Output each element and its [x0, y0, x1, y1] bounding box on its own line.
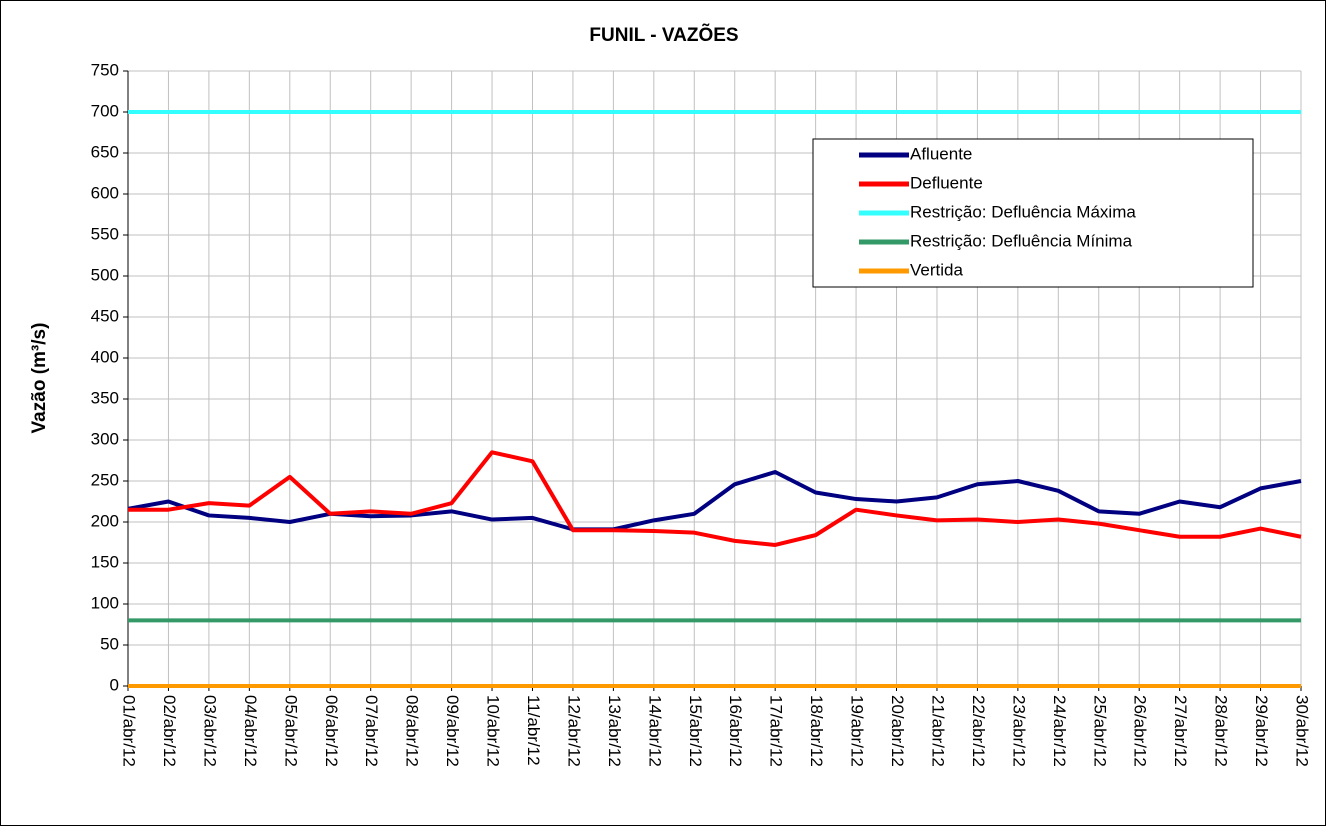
x-tick-label: 12/abr/12: [564, 695, 583, 767]
x-tick-label: 19/abr/12: [848, 695, 867, 767]
y-tick-label: 150: [91, 552, 119, 571]
legend-label: Restrição: Defluência Mínima: [910, 231, 1133, 250]
x-tick-label: 01/abr/12: [120, 695, 139, 767]
y-tick-label: 400: [91, 347, 119, 366]
x-tick-label: 07/abr/12: [362, 695, 381, 767]
x-tick-label: 17/abr/12: [767, 695, 786, 767]
legend-label: Defluente: [910, 173, 983, 192]
x-tick-label: 10/abr/12: [484, 695, 503, 767]
x-tick-label: 08/abr/12: [403, 695, 422, 767]
x-tick-label: 15/abr/12: [686, 695, 705, 767]
legend-label: Restrição: Defluência Máxima: [910, 202, 1136, 221]
y-tick-label: 550: [91, 224, 119, 243]
y-tick-label: 600: [91, 183, 119, 202]
x-tick-label: 09/abr/12: [443, 695, 462, 767]
x-tick-label: 06/abr/12: [322, 695, 341, 767]
y-tick-label: 0: [110, 675, 119, 694]
x-tick-label: 16/abr/12: [726, 695, 745, 767]
y-tick-label: 700: [91, 101, 119, 120]
x-tick-label: 28/abr/12: [1212, 695, 1231, 767]
series-line: [128, 450, 1302, 547]
y-tick-label: 750: [91, 60, 119, 79]
x-tick-label: 26/abr/12: [1131, 695, 1150, 767]
y-axis-label: Vazão (m³/s): [29, 323, 50, 434]
y-tick-label: 100: [91, 593, 119, 612]
x-tick-label: 04/abr/12: [241, 695, 260, 767]
x-tick-label: 27/abr/12: [1171, 695, 1190, 767]
legend-label: Vertida: [910, 260, 963, 279]
x-tick-label: 29/abr/12: [1252, 695, 1271, 767]
x-tick-label: 30/abr/12: [1293, 695, 1312, 767]
series-line: [127, 469, 1302, 532]
y-tick-label: 450: [91, 306, 119, 325]
x-tick-label: 18/abr/12: [807, 695, 826, 767]
x-tick-label: 13/abr/12: [605, 695, 624, 767]
y-tick-label: 250: [91, 470, 119, 489]
chart-title: FUNIL - VAZÕES: [589, 24, 738, 46]
y-tick-label: 650: [91, 142, 119, 161]
y-tick-label: 350: [91, 388, 119, 407]
x-tick-label: 11/abr/12: [524, 695, 543, 766]
x-tick-label: 05/abr/12: [281, 695, 300, 767]
x-tick-label: 23/abr/12: [1009, 695, 1028, 767]
x-tick-label: 24/abr/12: [1050, 695, 1069, 767]
y-tick-label: 300: [91, 429, 119, 448]
x-tick-label: 22/abr/12: [969, 695, 988, 767]
y-tick-label: 500: [91, 265, 119, 284]
x-tick-label: 21/abr/12: [928, 695, 947, 767]
legend-label: Afluente: [910, 144, 972, 163]
x-tick-label: 02/abr/12: [160, 695, 179, 767]
x-tick-label: 14/abr/12: [645, 695, 664, 767]
y-tick-label: 200: [91, 511, 119, 530]
x-tick-label: 25/abr/12: [1090, 695, 1109, 767]
x-tick-label: 20/abr/12: [888, 695, 907, 767]
x-tick-label: 03/abr/12: [200, 695, 219, 767]
y-tick-label: 50: [100, 634, 119, 653]
